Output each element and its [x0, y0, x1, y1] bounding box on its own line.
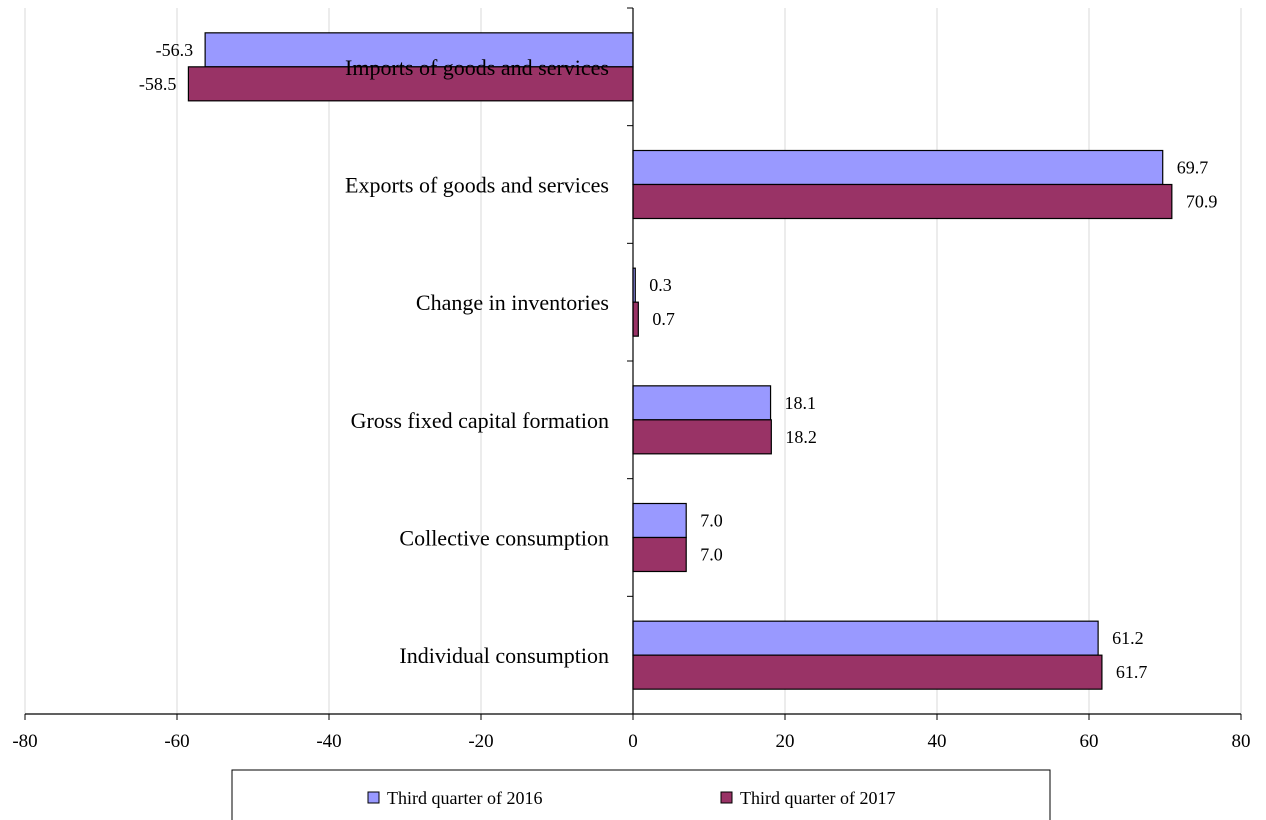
data-label-2016-5: 61.2 — [1112, 628, 1144, 648]
bars — [187, 32, 1173, 690]
x-tick-label: -80 — [12, 731, 37, 752]
legend-label-2016: Third quarter of 2016 — [387, 788, 542, 808]
x-tick-label: -40 — [316, 731, 341, 752]
x-tick-label: 0 — [628, 731, 638, 752]
x-tick-label: 40 — [928, 731, 947, 752]
category-label-0: Imports of goods and services — [345, 55, 609, 80]
x-tick-label: 60 — [1080, 731, 1099, 752]
bar-2017-2 — [632, 301, 639, 337]
data-label-2016-2: 0.3 — [649, 275, 672, 295]
x-tick-label: -60 — [164, 731, 189, 752]
bar-2016-5 — [632, 620, 1099, 656]
data-label-2016-4: 7.0 — [700, 511, 723, 531]
x-tick-label: 20 — [776, 731, 795, 752]
category-label-2: Change in inventories — [416, 290, 609, 315]
bar-2017-1 — [632, 183, 1173, 220]
x-tick-labels: -80 -60 -40 -20 0 20 40 60 80 — [12, 731, 1250, 752]
bar-2017-0 — [187, 66, 634, 102]
data-label-2017-3: 18.2 — [785, 427, 817, 447]
gridlines — [24, 8, 1242, 714]
x-tick-label: -20 — [468, 731, 493, 752]
data-label-2016-0: -56.3 — [156, 40, 194, 60]
data-labels: -56.3 -58.5 69.7 70.9 0.3 0.7 18.1 18.2 7.0 7.0 61… — [139, 40, 1217, 682]
data-label-2017-0: -58.5 — [139, 74, 177, 94]
data-label-2017-4: 7.0 — [700, 545, 723, 565]
bar-2016-3 — [632, 385, 772, 421]
bar-2017-4 — [632, 536, 687, 573]
legend: Third quarter of 2016 Third quarter of 2… — [231, 769, 1051, 820]
bar-2016-4 — [632, 502, 687, 539]
category-label-4: Collective consumption — [399, 526, 609, 551]
category-label-3: Gross fixed capital formation — [351, 408, 609, 433]
data-label-2017-5: 61.7 — [1116, 662, 1148, 682]
legend-box — [231, 769, 1051, 820]
legend-swatch-2016 — [367, 791, 380, 804]
bar-2017-5 — [632, 654, 1103, 690]
bar-2016-0 — [204, 32, 634, 68]
data-label-2016-1: 69.7 — [1177, 158, 1209, 178]
data-label-2016-3: 18.1 — [785, 393, 817, 413]
category-label-5: Individual consumption — [399, 643, 609, 668]
category-label-1: Exports of goods and services — [345, 173, 609, 198]
x-tick-label: 80 — [1232, 731, 1251, 752]
legend-label-2017: Third quarter of 2017 — [740, 788, 895, 808]
axes — [24, 7, 1242, 720]
legend-swatch-2017 — [720, 791, 733, 804]
category-labels: Imports of goods and services Exports of … — [345, 55, 609, 668]
data-label-2017-1: 70.9 — [1186, 192, 1218, 212]
bar-2016-1 — [632, 149, 1164, 186]
bar-2017-3 — [632, 419, 772, 455]
data-label-2017-2: 0.7 — [652, 309, 675, 329]
